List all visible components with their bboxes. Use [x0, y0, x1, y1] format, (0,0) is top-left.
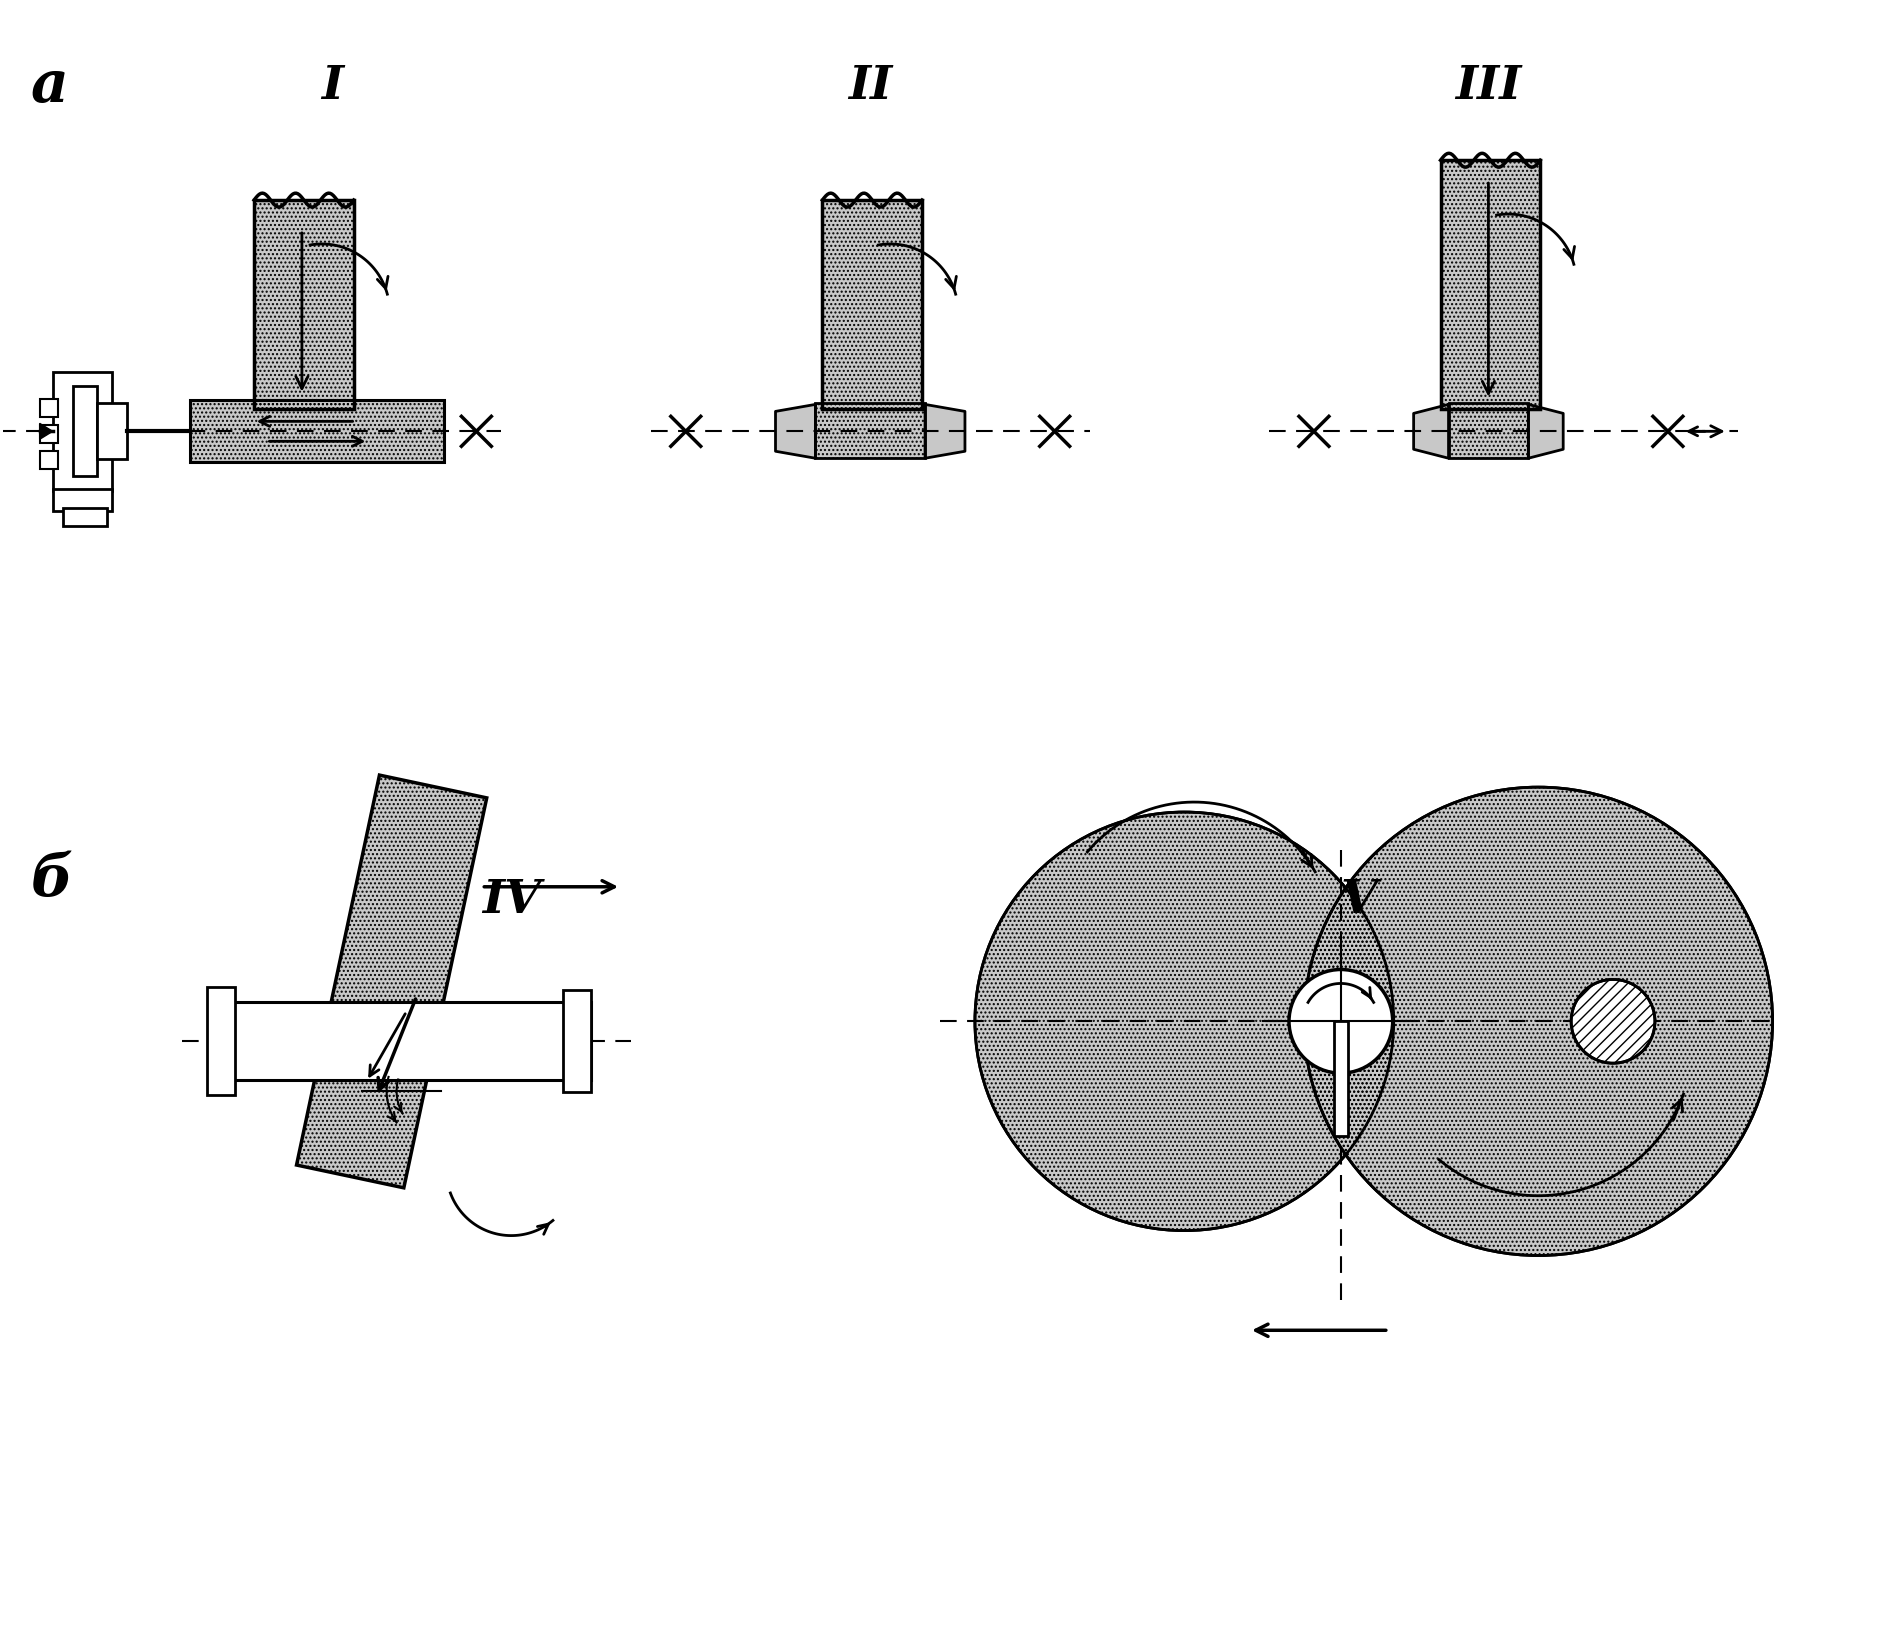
Text: II: II	[848, 62, 892, 108]
Circle shape	[1289, 969, 1393, 1073]
Text: а: а	[30, 58, 68, 113]
Bar	[816, 404, 924, 458]
Bar	[254, 200, 353, 409]
Bar	[1448, 404, 1528, 458]
Bar	[254, 200, 353, 409]
Bar	[97, 404, 127, 460]
Bar	[72, 386, 97, 476]
Circle shape	[1304, 787, 1773, 1255]
Bar	[40, 399, 57, 417]
Polygon shape	[1528, 404, 1564, 458]
Text: IV: IV	[482, 877, 541, 923]
Bar	[1448, 404, 1528, 458]
Bar	[1441, 161, 1541, 409]
Bar	[1334, 1022, 1348, 1135]
Polygon shape	[924, 404, 964, 458]
Bar	[190, 401, 444, 462]
Bar	[822, 200, 922, 409]
Text: III: III	[1456, 62, 1522, 108]
Bar	[564, 991, 590, 1093]
Text: V: V	[1340, 877, 1378, 923]
Bar	[207, 987, 235, 1096]
Bar	[40, 452, 57, 470]
Bar	[213, 1002, 590, 1079]
Bar	[53, 490, 112, 511]
Bar	[816, 404, 924, 458]
Bar	[63, 508, 108, 526]
Bar	[53, 371, 112, 491]
Bar	[1441, 161, 1541, 409]
Bar	[822, 200, 922, 409]
Polygon shape	[296, 775, 486, 1188]
Polygon shape	[1414, 404, 1448, 458]
Text: I: I	[321, 62, 344, 108]
Polygon shape	[40, 424, 53, 439]
Bar	[190, 401, 444, 462]
Circle shape	[976, 812, 1393, 1231]
Circle shape	[1572, 979, 1655, 1063]
Polygon shape	[776, 404, 816, 458]
Bar	[40, 426, 57, 444]
Text: б: б	[30, 853, 72, 909]
